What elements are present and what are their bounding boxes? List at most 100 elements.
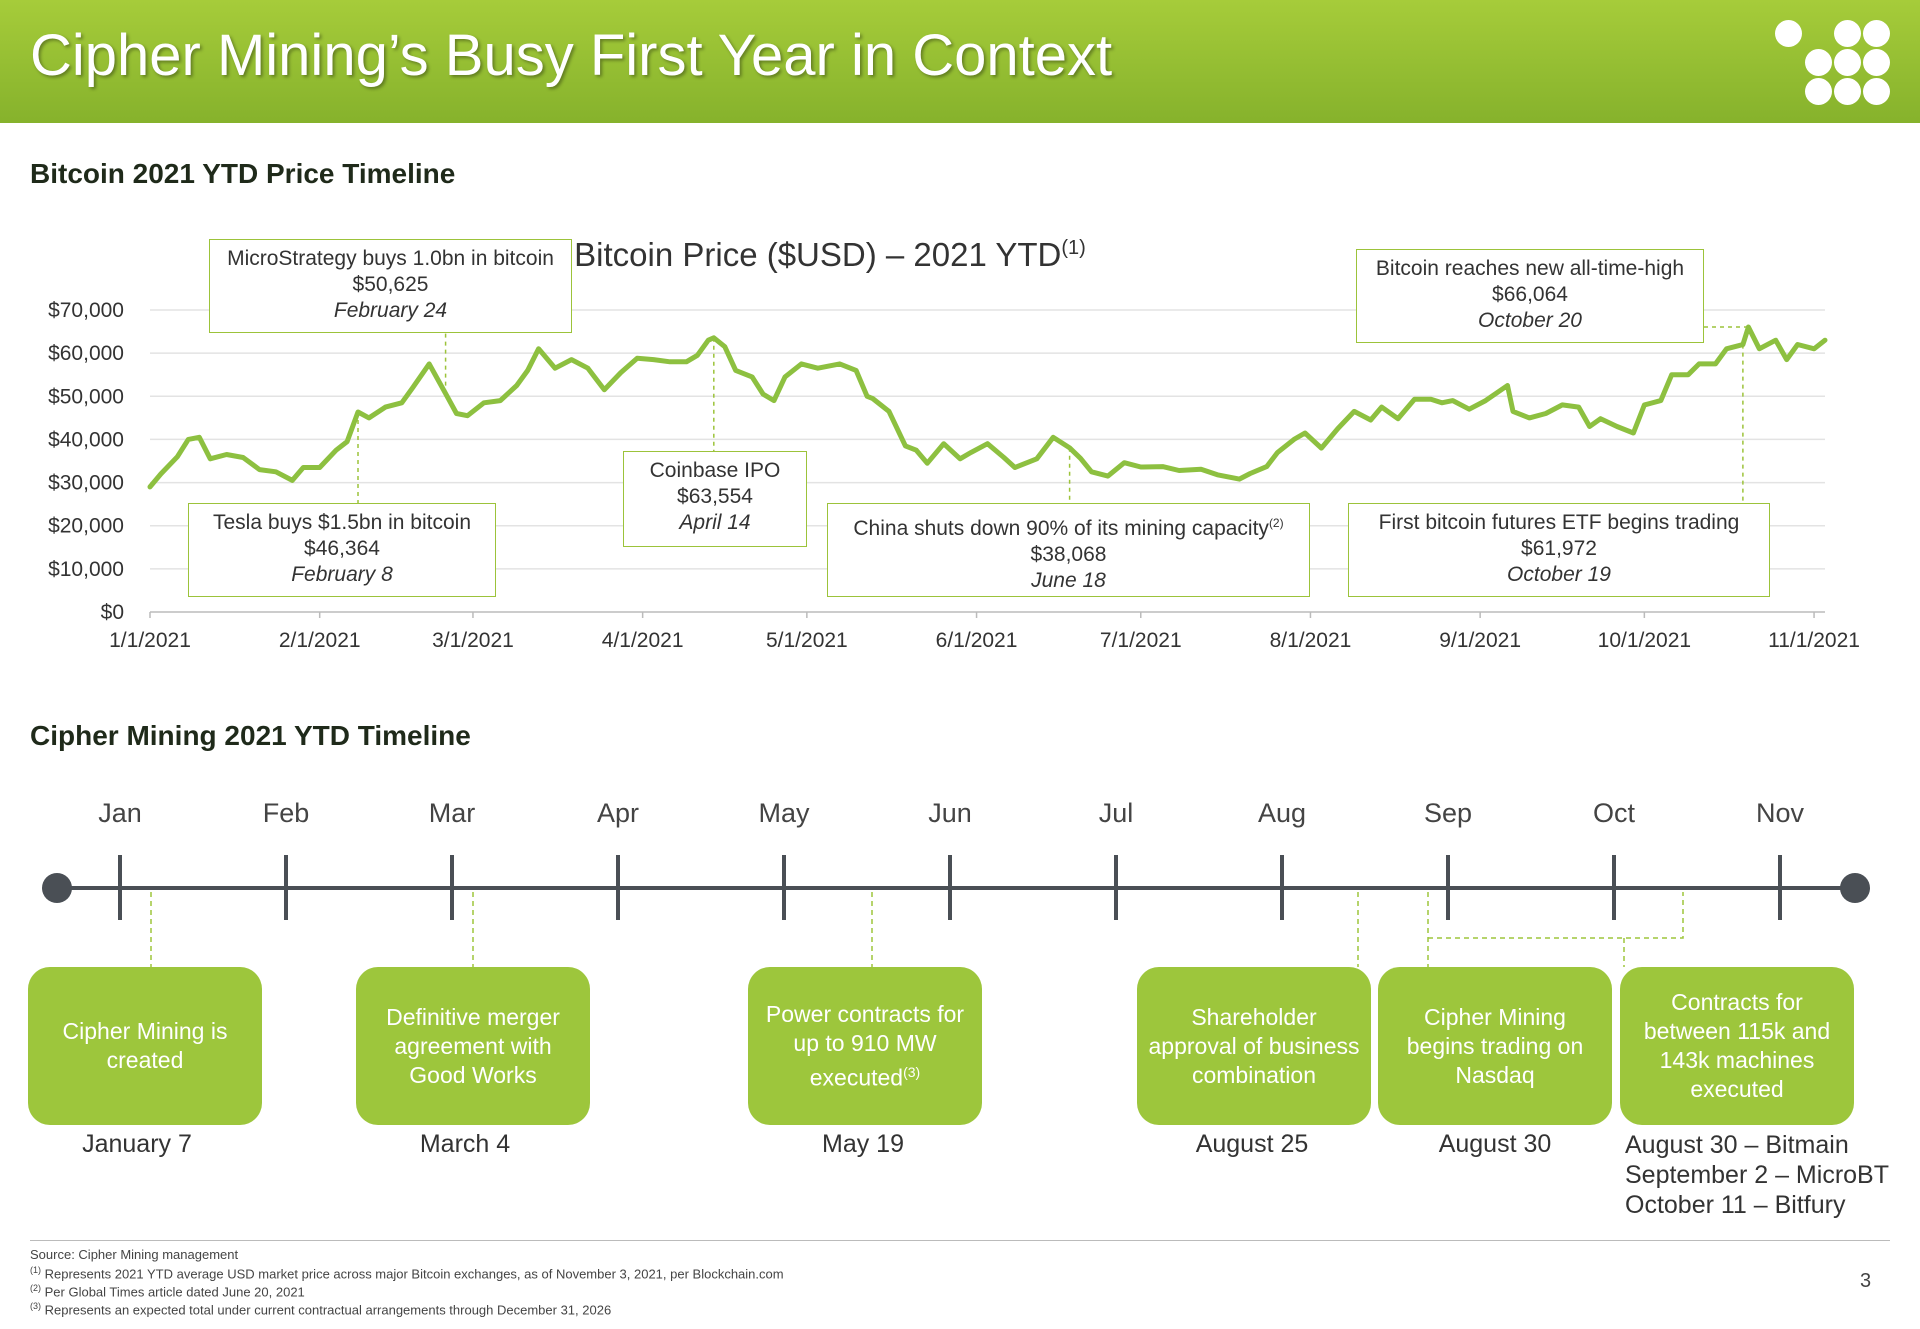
month-label: May	[758, 798, 810, 828]
x-tick-label: 8/1/2021	[1270, 629, 1352, 652]
footnote-text: Represents an expected total under curre…	[44, 1302, 612, 1318]
callout-text: China shuts down 90% of its mining capac…	[853, 517, 1269, 540]
month-label: Jul	[1098, 798, 1134, 828]
callout-ath: Bitcoin reaches new all-time-high $66,06…	[1356, 249, 1704, 343]
callout-text: Tesla buys $1.5bn in bitcoin	[213, 511, 471, 534]
page-number: 3	[1860, 1270, 1872, 1292]
event-box: Shareholder approval of business combina…	[1137, 967, 1371, 1125]
callout-note: (2)	[1268, 516, 1284, 530]
event-date: August 30	[1438, 1130, 1552, 1158]
x-tick-label: 7/1/2021	[1100, 629, 1182, 652]
header-bar: Cipher Mining’s Busy First Year in Conte…	[0, 0, 1920, 123]
footnote: (3) Represents an expected total under c…	[30, 1301, 611, 1317]
y-tick-label: $40,000	[48, 428, 124, 451]
footnote-text: Represents 2021 YTD average USD market p…	[44, 1266, 784, 1282]
annotation-connector	[1704, 326, 1750, 331]
event-label: Cipher Mining begins trading on Nasdaq	[1406, 1003, 1584, 1088]
timeline-end-dot	[1840, 873, 1870, 903]
cipher-section-title: Cipher Mining 2021 YTD Timeline	[30, 720, 471, 751]
event-box: Cipher Mining is created	[28, 967, 262, 1125]
event-date: August 25	[1195, 1130, 1309, 1158]
callout-etf: First bitcoin futures ETF begins trading…	[1348, 503, 1770, 597]
callout-text-row: China shuts down 90% of its mining capac…	[828, 510, 1309, 542]
callout-value: $61,972	[1521, 537, 1597, 560]
cipher-timeline	[42, 855, 1870, 967]
y-tick-label: $30,000	[48, 472, 124, 495]
callout-value: $66,064	[1492, 283, 1568, 306]
event-label: Cipher Mining is created	[62, 1018, 228, 1073]
callout-text: MicroStrategy buys 1.0bn in bitcoin	[227, 247, 554, 270]
callout-date: October 20	[1478, 309, 1582, 332]
cipher-logo-icon	[1770, 18, 1890, 108]
callout-value: $50,625	[352, 273, 429, 296]
event-box: Cipher Mining begins trading on Nasdaq	[1378, 967, 1612, 1125]
callout-tesla: Tesla buys $1.5bn in bitcoin $46,364 Feb…	[188, 503, 496, 597]
callout-date: April 14	[679, 511, 751, 534]
event-date-line: October 11 – Bitfury	[1625, 1191, 1846, 1219]
callout-china: China shuts down 90% of its mining capac…	[827, 503, 1310, 597]
event-date: May 19	[822, 1130, 904, 1158]
x-tick-label: 3/1/2021	[432, 629, 514, 652]
callout-date: February 24	[333, 299, 448, 322]
event-note: (3)	[903, 1063, 921, 1080]
timeline-start-dot	[42, 873, 72, 903]
y-tick-label: $0	[101, 601, 124, 624]
month-label: Nov	[1755, 798, 1804, 828]
x-tick-label: 9/1/2021	[1439, 629, 1521, 652]
footnote: (1) Represents 2021 YTD average USD mark…	[30, 1265, 784, 1281]
footnote-mark: (2)	[30, 1283, 41, 1293]
footnote-mark: (1)	[30, 1265, 41, 1275]
event-label: Definitive merger agreement with Good Wo…	[386, 1003, 560, 1088]
event-box: Contracts for between 115k and 143k mach…	[1620, 967, 1854, 1125]
x-tick-label: 5/1/2021	[766, 629, 848, 652]
event-date: March 4	[419, 1130, 511, 1158]
y-tick-label: $50,000	[48, 385, 124, 408]
x-tick-label: 6/1/2021	[936, 629, 1018, 652]
footnote-source: Source: Cipher Mining management	[30, 1247, 239, 1262]
event-label: Contracts for between 115k and 143k mach…	[1643, 989, 1831, 1102]
event-label: Power contracts for up to 910 MW execute…	[765, 1000, 965, 1091]
event-box: Power contracts for up to 910 MW execute…	[748, 967, 982, 1125]
month-label: Oct	[1592, 798, 1635, 828]
y-tick-label: $20,000	[48, 515, 124, 538]
callout-microstrategy: MicroStrategy buys 1.0bn in bitcoin $50,…	[209, 239, 572, 333]
x-tick-label: 11/1/2021	[1768, 629, 1860, 652]
callout-text: First bitcoin futures ETF begins trading	[1378, 511, 1740, 534]
callout-coinbase: Coinbase IPO $63,554 April 14	[623, 451, 807, 547]
callout-date: June 18	[1031, 569, 1106, 592]
footnote-text: Per Global Times article dated June 20, …	[44, 1284, 305, 1300]
y-tick-label: $60,000	[48, 342, 124, 365]
x-tick-label: 10/1/2021	[1598, 629, 1691, 652]
callout-text: Coinbase IPO	[649, 459, 781, 482]
chart-title-note: (1)	[1061, 237, 1085, 259]
event-connector-bracket	[1428, 892, 1684, 939]
btc-section-title: Bitcoin 2021 YTD Price Timeline	[30, 158, 456, 189]
footnote-mark: (3)	[30, 1301, 41, 1311]
footer-divider	[30, 1240, 1890, 1241]
callout-value: $46,364	[304, 537, 380, 560]
event-date-line: August 30 – Bitmain	[1625, 1131, 1849, 1159]
page-title: Cipher Mining’s Busy First Year in Conte…	[30, 23, 1113, 88]
callout-date: October 19	[1507, 563, 1611, 586]
footnote: (2) Per Global Times article dated June …	[30, 1283, 305, 1299]
x-tick-label: 1/1/2021	[109, 629, 191, 652]
month-label: Jun	[928, 798, 972, 828]
x-tick-label: 4/1/2021	[602, 629, 684, 652]
y-tick-label: $70,000	[48, 299, 124, 322]
month-label: Apr	[596, 798, 640, 828]
event-date-line: September 2 – MicroBT	[1625, 1161, 1889, 1189]
month-label: Aug	[1257, 798, 1307, 828]
month-label: Sep	[1423, 798, 1473, 828]
y-tick-label: $10,000	[48, 558, 124, 581]
callout-date: February 8	[291, 563, 393, 586]
event-date-list: August 30 – Bitmain September 2 – MicroB…	[1625, 1130, 1889, 1220]
price-line	[147, 324, 1828, 490]
chart-title-text: Bitcoin Price ($USD) – 2021 YTD	[574, 236, 1061, 273]
event-date: January 7	[82, 1130, 192, 1158]
callout-text: Bitcoin reaches new all-time-high	[1375, 257, 1685, 280]
chart-title: Bitcoin Price ($USD) – 2021 YTD(1)	[574, 236, 1086, 273]
x-tick-label: 2/1/2021	[279, 629, 361, 652]
event-label-wrap: Power contracts for up to 910 MW execute…	[758, 1000, 972, 1093]
callout-value: $38,068	[1030, 543, 1107, 566]
callout-value: $63,554	[677, 485, 753, 508]
